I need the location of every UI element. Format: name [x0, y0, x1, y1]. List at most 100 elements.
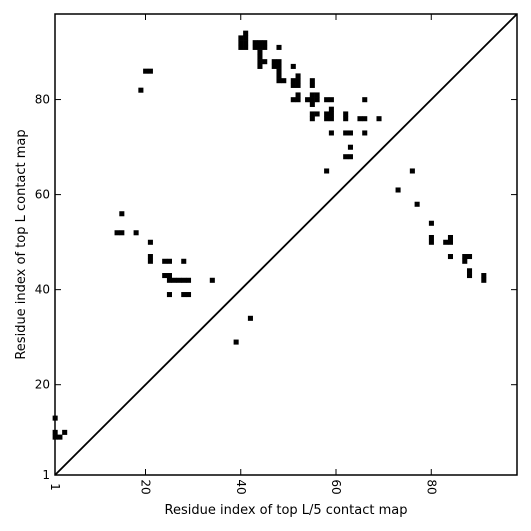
contact-point-top-l — [276, 68, 282, 74]
contact-point-top-l — [238, 35, 244, 41]
contact-point-top-l — [362, 116, 368, 122]
contact-point-top-l — [343, 111, 349, 117]
contact-point-top-l5 — [247, 315, 253, 321]
contact-point-top-l — [276, 73, 282, 79]
contact-point-top-l5 — [119, 230, 125, 236]
contact-point-top-l5 — [447, 234, 453, 241]
contact-point-top-l — [328, 130, 334, 136]
contact-point-top-l — [257, 54, 263, 60]
contact-point-top-l5 — [147, 239, 153, 245]
contact-point-top-l — [347, 154, 353, 160]
x-tick-label: 20 — [138, 479, 152, 494]
contact-point-top-l — [276, 63, 282, 69]
x-tick-label: 40 — [234, 479, 248, 494]
y-tick-label: 60 — [35, 188, 50, 202]
contact-point-top-l5 — [62, 429, 68, 435]
contact-point-top-l5 — [481, 273, 487, 279]
contact-point-top-l5 — [133, 230, 139, 236]
contact-point-top-l5 — [447, 239, 453, 245]
contact-point-top-l — [309, 101, 315, 107]
contact-point-top-l5 — [466, 254, 473, 260]
x-tick-label: 1 — [48, 483, 62, 491]
contact-point-top-l — [347, 144, 353, 150]
contact-point-top-l — [252, 40, 258, 46]
contact-point-top-l — [362, 97, 368, 103]
contact-point-top-l — [147, 68, 153, 74]
contact-point-top-l — [309, 116, 315, 122]
contact-point-top-l — [281, 78, 287, 84]
contact-point-top-l5 — [181, 277, 187, 283]
contact-point-top-l — [295, 97, 301, 103]
contact-point-top-l5 — [185, 277, 192, 283]
contact-point-top-l — [343, 154, 349, 160]
contact-point-top-l — [309, 82, 315, 88]
contact-point-top-l — [243, 35, 249, 41]
contact-point-top-l — [243, 40, 249, 46]
y-tick-label: 80 — [35, 93, 50, 107]
contact-point-top-l5 — [395, 187, 401, 193]
contact-point-top-l — [252, 44, 258, 50]
contact-point-top-l — [276, 44, 282, 50]
contact-point-top-l — [243, 30, 249, 36]
contact-point-top-l — [290, 63, 296, 69]
contact-point-top-l5 — [428, 234, 434, 241]
y-axis-label: Residue index of top L contact map — [14, 129, 29, 359]
contact-point-top-l — [309, 111, 315, 117]
contact-point-top-l5 — [147, 258, 153, 264]
contact-point-top-l5 — [171, 277, 177, 283]
plot-frame — [54, 13, 518, 476]
contact-point-top-l — [143, 68, 149, 74]
contact-point-top-l — [271, 63, 277, 69]
x-tick-label: 80 — [424, 479, 438, 494]
contact-point-top-l — [328, 111, 334, 117]
contact-point-top-l — [347, 130, 353, 136]
x-axis-label: Residue index of top L/5 contact map — [165, 503, 408, 518]
x-tick-label: 60 — [329, 479, 343, 494]
contact-point-top-l5 — [162, 273, 168, 279]
contact-point-top-l5 — [162, 258, 168, 264]
contact-point-top-l — [262, 44, 268, 50]
contact-point-top-l5 — [119, 211, 125, 217]
y-tick-label: 20 — [35, 378, 50, 392]
contact-point-top-l5 — [57, 434, 63, 440]
contact-point-top-l5 — [166, 277, 172, 283]
contact-point-top-l — [314, 97, 320, 103]
contact-point-top-l — [343, 116, 349, 122]
contact-point-top-l — [257, 44, 263, 50]
contact-point-top-l5 — [428, 239, 434, 245]
contact-point-top-l5 — [147, 254, 153, 260]
contact-point-top-l5 — [414, 201, 420, 207]
contact-point-top-l — [324, 111, 330, 117]
contact-point-top-l — [295, 92, 301, 98]
contact-point-top-l — [362, 130, 368, 136]
contact-point-top-l5 — [428, 220, 434, 226]
contact-point-top-l5 — [209, 277, 215, 283]
contact-point-top-l — [290, 78, 296, 84]
contact-point-top-l — [295, 82, 301, 88]
contact-point-top-l — [262, 59, 268, 65]
y-tick-label: 40 — [35, 283, 50, 297]
contact-point-top-l — [295, 78, 301, 84]
contact-point-top-l — [376, 116, 382, 122]
contact-point-top-l — [309, 97, 315, 103]
contact-point-top-l5 — [166, 258, 172, 264]
contact-point-top-l — [314, 111, 320, 117]
contact-point-top-l5 — [409, 168, 415, 174]
contact-point-top-l5 — [185, 292, 192, 298]
contact-point-top-l — [238, 44, 244, 50]
contact-point-top-l — [290, 82, 296, 88]
contact-point-top-l5 — [181, 292, 187, 298]
contact-point-top-l — [243, 44, 249, 50]
contact-point-top-l — [309, 92, 315, 98]
contact-point-top-l — [343, 130, 349, 136]
contact-point-top-l — [328, 106, 334, 112]
contact-point-top-l — [324, 168, 330, 174]
ticks-layer: 1 20 40 60 80 1 20 40 60 80 — [35, 14, 517, 495]
contact-point-top-l — [262, 40, 268, 46]
contact-point-top-l5 — [114, 230, 120, 236]
contact-point-top-l — [257, 63, 263, 69]
points-layer — [52, 30, 487, 440]
contact-point-top-l5 — [176, 277, 182, 283]
contact-point-top-l5 — [233, 339, 239, 345]
